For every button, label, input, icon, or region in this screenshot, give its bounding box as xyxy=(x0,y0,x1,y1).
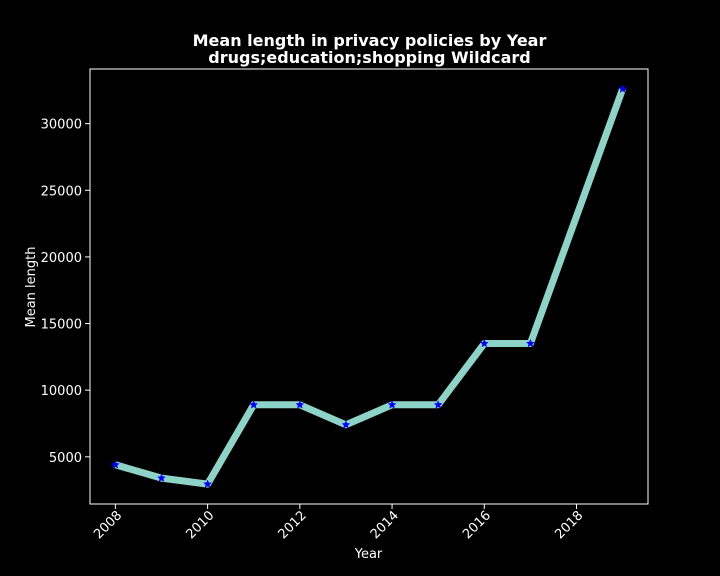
axes-frame xyxy=(89,68,649,505)
y-tick-label: 15000 xyxy=(41,318,82,333)
data-point-2014 xyxy=(387,400,397,409)
y-tick-label: 10000 xyxy=(41,384,82,399)
data-point-2010 xyxy=(203,479,213,488)
data-point-2016 xyxy=(479,338,489,348)
y-tick-label: 5000 xyxy=(49,451,82,466)
data-point-2009 xyxy=(157,473,166,482)
chart-title-line2: drugs;education;shopping Wildcard xyxy=(208,48,530,67)
y-axis-label: Mean length xyxy=(24,247,39,328)
plot-area xyxy=(110,84,628,488)
data-point-2013 xyxy=(341,420,351,429)
x-axis-label: Year xyxy=(354,547,383,562)
data-point-2019 xyxy=(618,84,628,93)
y-tick-label: 25000 xyxy=(41,184,82,199)
chart-title-line1: Mean length in privacy policies by Year xyxy=(193,31,547,50)
data-point-2012 xyxy=(295,400,305,409)
y-tick-label: 30000 xyxy=(41,118,82,133)
data-point-2015 xyxy=(433,400,443,409)
y-axis: 5000 10000 15000 20000 25000 30000 xyxy=(41,118,90,466)
data-point-2017 xyxy=(525,338,535,348)
y-tick-label: 20000 xyxy=(41,251,82,266)
data-point-2008 xyxy=(110,460,120,469)
data-point-2011 xyxy=(249,400,259,409)
